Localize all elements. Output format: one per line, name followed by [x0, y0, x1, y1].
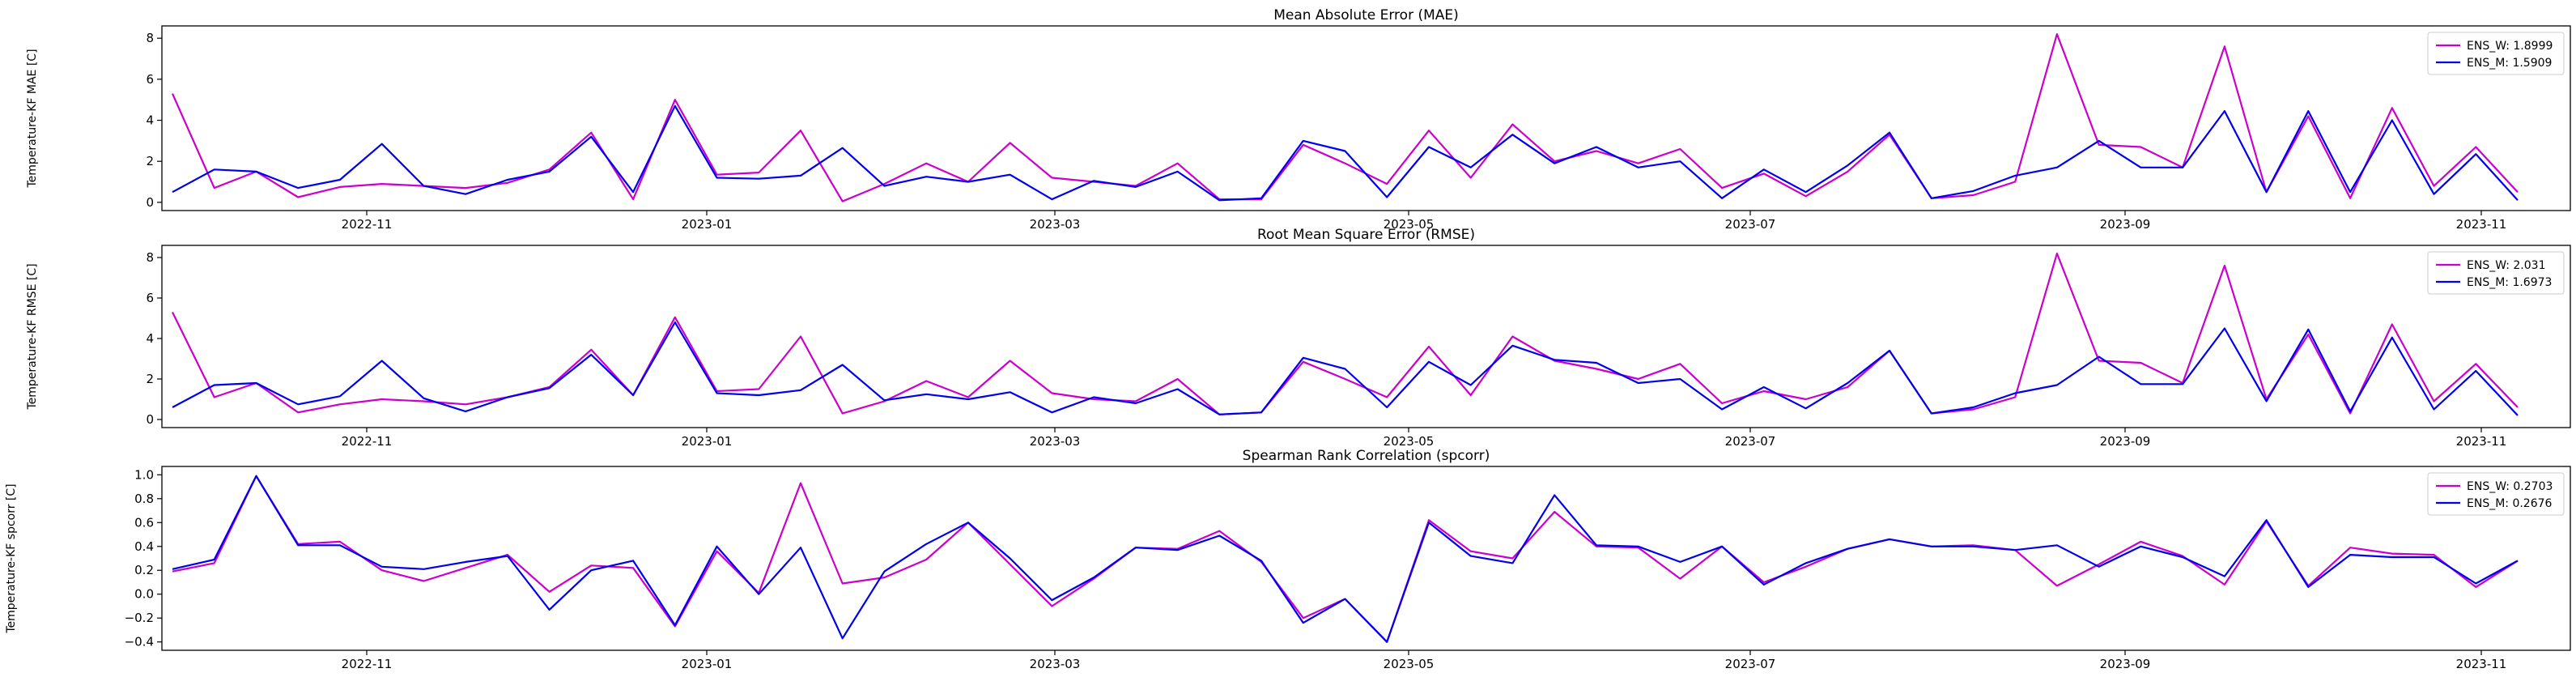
- series-line-ens-m: [172, 321, 2519, 416]
- y-axis-label: Temperature-KF MAE [C]: [26, 49, 39, 188]
- x-tick-label: 2022-11: [342, 657, 393, 671]
- x-tick-label: 2022-11: [342, 217, 393, 232]
- legend-entry: ENS_M: 1.5909: [2467, 57, 2552, 70]
- legend: ENS_W: 0.2703 ENS_M: 0.2676: [2427, 472, 2565, 516]
- x-tick-label: 2023-07: [1725, 434, 1776, 449]
- x-tick-label: 2023-07: [1725, 657, 1776, 671]
- y-tick-label: 6: [146, 72, 154, 87]
- y-tick-label: −0.2: [125, 611, 154, 625]
- legend: ENS_W: 2.031 ENS_M: 1.6973: [2427, 251, 2565, 295]
- x-tick-label: 2023-11: [2456, 217, 2507, 232]
- legend-entry: ENS_W: 2.031: [2467, 259, 2545, 272]
- series-line-ens-m: [172, 475, 2519, 643]
- y-axis-label: Temperature-KF RMSE [C]: [26, 263, 39, 410]
- x-tick-label: 2023-05: [1384, 217, 1435, 232]
- x-tick-label: 2023-09: [2100, 217, 2151, 232]
- x-tick-label: 2023-05: [1384, 434, 1435, 449]
- x-tick-label: 2022-11: [342, 434, 393, 449]
- y-tick-label: 0.2: [134, 563, 154, 577]
- x-tick-label: 2023-03: [1030, 434, 1081, 449]
- y-tick-label: 0.4: [134, 539, 154, 554]
- y-tick-label: −0.4: [125, 635, 154, 649]
- y-tick-label: 4: [146, 331, 154, 346]
- panel-3: Spearman Rank Correlation (spcorr) Temper…: [5, 448, 2571, 671]
- y-tick-label: 8: [146, 250, 154, 265]
- y-tick-label: 0.8: [134, 492, 154, 506]
- axes-frame: [161, 25, 2571, 211]
- chart-title: Mean Absolute Error (MAE): [1273, 7, 1459, 23]
- x-tick-label: 2023-07: [1725, 217, 1776, 232]
- y-axis-label: Temperature-KF spcorr [C]: [5, 483, 18, 633]
- y-tick-label: 2: [146, 372, 154, 386]
- x-tick-label: 2023-11: [2456, 657, 2507, 671]
- chart-title: Root Mean Square Error (RMSE): [1257, 227, 1475, 243]
- series-line-ens-w: [172, 475, 2519, 643]
- legend-box: [2427, 32, 2565, 75]
- legend-box: [2427, 472, 2565, 516]
- panel-2: Root Mean Square Error (RMSE) Temperature…: [26, 227, 2571, 449]
- series-line-ens-w: [171, 32, 2519, 202]
- legend-box: [2427, 251, 2565, 295]
- x-tick-label: 2023-05: [1384, 657, 1435, 671]
- y-tick-label: 1.0: [134, 467, 154, 482]
- y-tick-label: 0: [146, 412, 154, 427]
- y-tick-label: 0.0: [134, 587, 154, 602]
- x-tick-label: 2023-01: [682, 657, 733, 671]
- legend-entry: ENS_M: 1.6973: [2467, 276, 2552, 289]
- y-tick-label: 8: [146, 31, 154, 45]
- x-tick-label: 2023-03: [1030, 217, 1081, 232]
- series-line-ens-w: [172, 252, 2519, 415]
- x-tick-label: 2023-09: [2100, 657, 2151, 671]
- x-tick-label: 2023-11: [2456, 434, 2507, 449]
- chart-title: Spearman Rank Correlation (spcorr): [1243, 448, 1490, 464]
- panel-1: Mean Absolute Error (MAE) Temperature-KF …: [26, 7, 2571, 232]
- legend-entry: ENS_W: 1.8999: [2467, 40, 2553, 53]
- x-tick-label: 2023-01: [682, 434, 733, 449]
- series-line-ens-m: [172, 104, 2519, 202]
- axes-frame: [161, 245, 2571, 428]
- y-tick-label: 0: [146, 195, 154, 210]
- legend-entry: ENS_W: 0.2703: [2467, 480, 2553, 493]
- y-tick-label: 2: [146, 154, 154, 168]
- y-tick-label: 0.6: [134, 515, 154, 530]
- axes-frame: [161, 466, 2571, 651]
- y-tick-label: 4: [146, 113, 154, 128]
- x-tick-label: 2023-09: [2100, 434, 2151, 449]
- y-tick-label: 6: [146, 291, 154, 305]
- legend: ENS_W: 1.8999 ENS_M: 1.5909: [2427, 32, 2565, 75]
- x-tick-label: 2023-01: [682, 217, 733, 232]
- x-tick-label: 2023-03: [1030, 657, 1081, 671]
- legend-entry: ENS_M: 0.2676: [2467, 497, 2553, 510]
